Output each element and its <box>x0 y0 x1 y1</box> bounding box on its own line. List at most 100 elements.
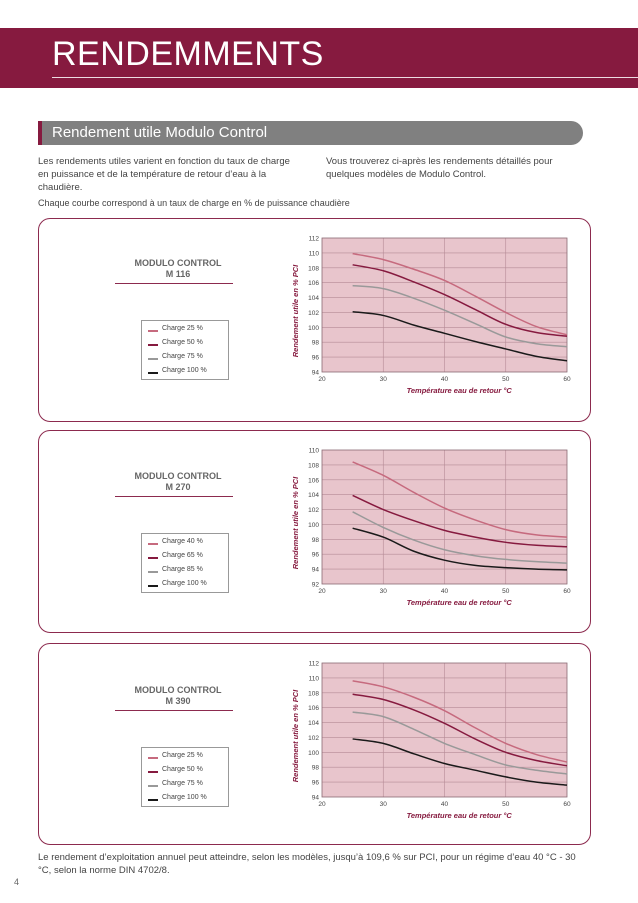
legend-label: Charge 100 % <box>162 794 207 801</box>
chart-caption: Chaque courbe correspond à un taux de ch… <box>38 198 350 208</box>
x-tick-label: 50 <box>502 588 510 595</box>
legend-swatch <box>148 757 158 759</box>
y-tick-label: 94 <box>312 567 320 574</box>
series-line <box>352 310 568 362</box>
y-tick-label: 108 <box>308 462 319 469</box>
legend-label: Charge 75 % <box>162 780 203 787</box>
y-tick-label: 94 <box>312 370 320 377</box>
legend-item: Charge 25 % <box>148 751 228 765</box>
y-tick-label: 110 <box>309 448 320 455</box>
page-title: RENDEMMENTS <box>52 35 324 73</box>
x-tick-label: 40 <box>441 801 449 808</box>
intro-right: Vous trouverez ci-après les rendements d… <box>326 156 553 180</box>
y-tick-label: 100 <box>308 325 319 332</box>
legend-item: Charge 100 % <box>148 793 228 807</box>
model-underline <box>115 496 233 497</box>
model-label: MODULO CONTROL <box>134 258 222 268</box>
footnote: Le rendement d’exploitation annuel peut … <box>38 852 576 876</box>
y-tick-label: 96 <box>312 552 320 559</box>
section-band <box>38 121 583 145</box>
y-tick-label: 102 <box>308 735 319 742</box>
legend-label: Charge 25 % <box>162 325 203 332</box>
series-line <box>352 252 568 336</box>
legend-swatch <box>148 571 158 573</box>
x-axis-label: Température eau de retour °C <box>407 598 513 607</box>
y-tick-label: 106 <box>308 477 319 484</box>
section-title: Rendement utile Modulo Control <box>52 124 268 141</box>
x-tick-label: 40 <box>441 376 449 383</box>
model-code: M 390 <box>165 696 191 706</box>
series-line <box>352 264 568 338</box>
series-line <box>352 284 568 348</box>
y-tick-label: 112 <box>309 661 320 668</box>
y-tick-label: 96 <box>312 780 320 787</box>
y-tick-label: 94 <box>312 795 320 802</box>
legend-swatch <box>148 372 158 374</box>
chart-legend: Charge 25 % Charge 50 % Charge 75 % Char… <box>141 320 229 380</box>
series-line <box>352 511 568 564</box>
y-tick-label: 92 <box>312 582 320 589</box>
y-tick-label: 96 <box>312 355 320 362</box>
series-line <box>352 738 568 786</box>
model-name: MODULO CONTROL M 270 <box>118 471 238 493</box>
model-underline <box>115 710 233 711</box>
series-line <box>352 693 568 767</box>
x-tick-label: 60 <box>563 588 571 595</box>
legend-label: Charge 40 % <box>162 538 203 545</box>
y-axis-label: Rendement utile en % PCI <box>291 476 300 569</box>
section-accent <box>38 121 42 145</box>
legend-swatch <box>148 344 158 346</box>
x-axis-label: Température eau de retour °C <box>407 811 513 820</box>
series-line <box>352 680 568 763</box>
series-line <box>352 494 568 548</box>
x-tick-label: 30 <box>380 801 388 808</box>
x-tick-label: 40 <box>441 588 449 595</box>
x-tick-label: 50 <box>502 376 510 383</box>
model-label: MODULO CONTROL <box>134 685 222 695</box>
x-axis-label: Température eau de retour °C <box>407 386 513 395</box>
y-tick-label: 110 <box>309 675 320 682</box>
model-label: MODULO CONTROL <box>134 471 222 481</box>
legend-swatch <box>148 799 158 801</box>
x-tick-label: 20 <box>318 376 326 383</box>
series-line <box>352 461 568 538</box>
model-code: M 270 <box>165 482 191 492</box>
legend-item: Charge 75 % <box>148 352 228 366</box>
x-tick-label: 60 <box>563 801 571 808</box>
y-tick-label: 102 <box>308 507 319 514</box>
y-tick-label: 106 <box>308 280 319 287</box>
legend-swatch <box>148 557 158 559</box>
y-tick-label: 106 <box>308 705 319 712</box>
y-tick-label: 108 <box>308 265 319 272</box>
plot-border <box>321 662 568 798</box>
header-band <box>0 28 638 88</box>
y-tick-label: 110 <box>309 250 320 257</box>
x-tick-label: 20 <box>318 801 326 808</box>
y-tick-label: 108 <box>308 690 319 697</box>
model-underline <box>115 283 233 284</box>
x-tick-label: 60 <box>563 376 571 383</box>
legend-label: Charge 65 % <box>162 552 203 559</box>
y-tick-label: 104 <box>308 720 319 727</box>
legend-swatch <box>148 785 158 787</box>
legend-item: Charge 85 % <box>148 565 228 579</box>
legend-label: Charge 25 % <box>162 752 203 759</box>
y-tick-label: 104 <box>308 295 319 302</box>
chart-m270: 92 94 96 98 100 102 104 106 108 110 20 30 40 50 60 Temp… <box>291 448 571 608</box>
y-tick-label: 100 <box>308 750 319 757</box>
legend-item: Charge 100 % <box>148 579 228 593</box>
legend-item: Charge 65 % <box>148 551 228 565</box>
series-line <box>352 527 568 571</box>
y-tick-label: 102 <box>308 310 319 317</box>
page-number: 4 <box>14 877 20 887</box>
x-tick-label: 30 <box>380 376 388 383</box>
chart-m116: 94 96 98 100 102 104 106 108 110 112 20 30 40 50 60 Tem… <box>291 236 571 396</box>
legend-swatch <box>148 330 158 332</box>
legend-label: Charge 75 % <box>162 353 203 360</box>
x-tick-label: 30 <box>380 588 388 595</box>
chart-legend: Charge 40 % Charge 65 % Charge 85 % Char… <box>141 533 229 593</box>
series-line <box>352 711 568 775</box>
y-tick-label: 98 <box>312 340 320 347</box>
chart-m390: 94 96 98 100 102 104 106 108 110 112 20 30 40 50 60 Tem… <box>291 661 571 821</box>
legend-label: Charge 100 % <box>162 580 207 587</box>
